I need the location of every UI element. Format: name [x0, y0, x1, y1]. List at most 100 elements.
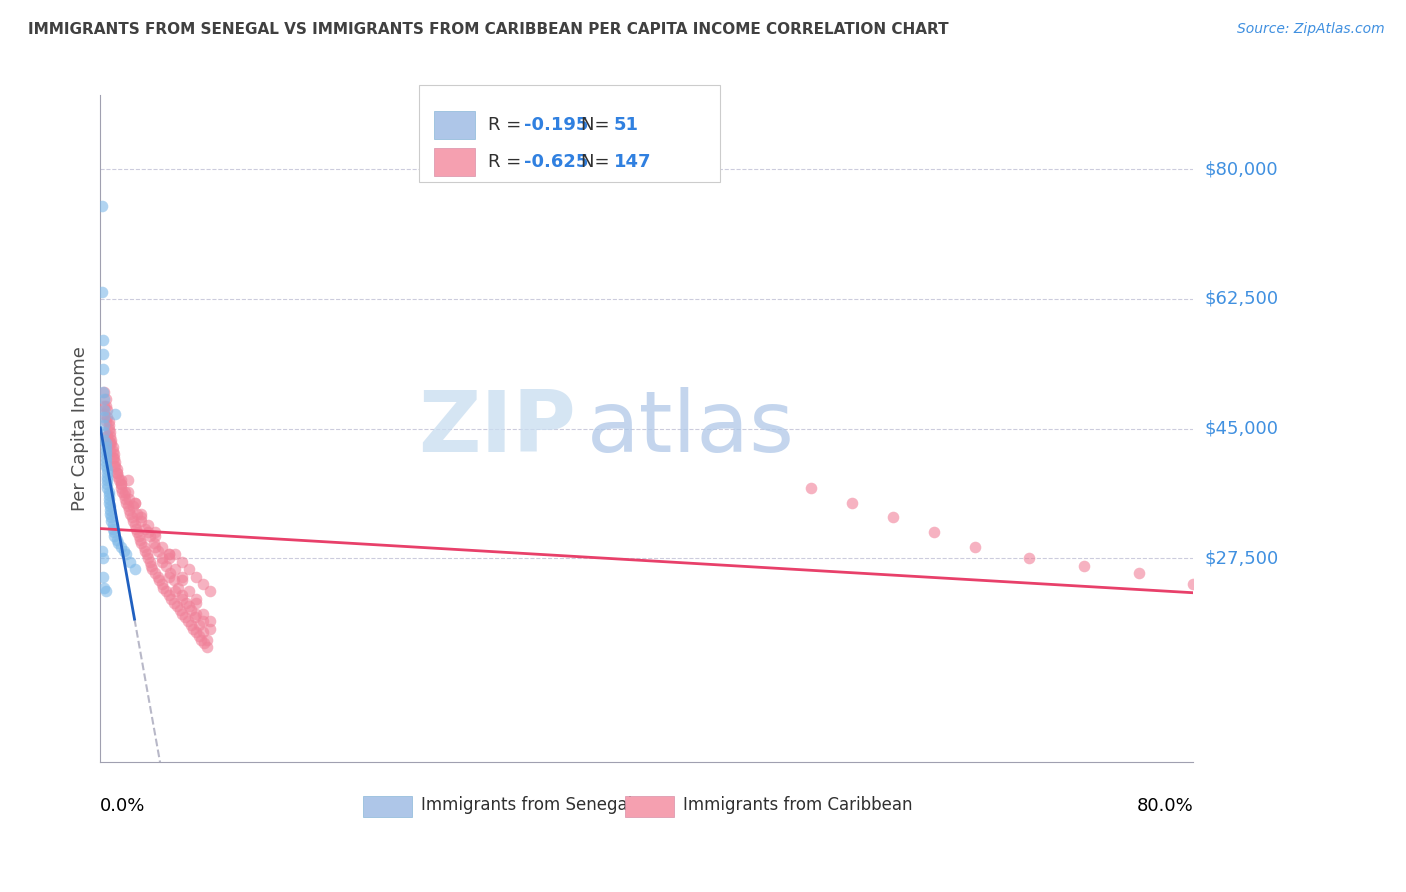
Point — [93, 407, 115, 421]
Point — [101, 522, 124, 536]
Point — [124, 517, 146, 532]
Point — [128, 529, 150, 543]
Text: 0.0%: 0.0% — [100, 797, 146, 814]
Text: ZIP: ZIP — [418, 387, 575, 470]
Point — [146, 543, 169, 558]
Point — [110, 540, 132, 554]
Point — [190, 632, 212, 647]
Point — [97, 488, 120, 502]
Point — [136, 525, 159, 540]
Point — [112, 488, 135, 502]
Point — [172, 574, 194, 588]
Point — [93, 417, 115, 432]
Point — [93, 581, 115, 595]
Point — [91, 570, 114, 584]
Point — [198, 614, 221, 628]
Point — [198, 622, 221, 636]
Point — [176, 596, 198, 610]
Point — [114, 484, 136, 499]
Point — [136, 517, 159, 532]
Point — [93, 384, 115, 399]
Point — [93, 392, 115, 406]
Point — [94, 455, 117, 469]
Point — [105, 462, 128, 476]
Point — [187, 617, 209, 632]
Text: $27,500: $27,500 — [1205, 549, 1278, 567]
Point — [90, 285, 112, 299]
Point — [122, 514, 145, 528]
Point — [172, 588, 194, 602]
Text: $80,000: $80,000 — [1205, 161, 1278, 178]
Point — [105, 533, 128, 547]
Point — [132, 540, 155, 554]
Point — [98, 429, 121, 443]
Point — [114, 491, 136, 506]
Point — [139, 558, 162, 573]
Point — [93, 410, 115, 425]
Point — [120, 507, 142, 521]
Point — [963, 540, 986, 554]
Point — [150, 555, 173, 569]
Point — [166, 599, 188, 614]
Point — [107, 469, 129, 483]
Point — [922, 525, 945, 540]
Point — [135, 548, 157, 562]
Point — [97, 491, 120, 506]
Point — [115, 548, 138, 562]
Point — [104, 407, 127, 421]
Point — [193, 636, 215, 650]
Point — [98, 425, 121, 440]
Point — [94, 392, 117, 406]
Point — [160, 591, 183, 606]
Point — [111, 484, 134, 499]
Point — [127, 525, 149, 540]
Point — [103, 458, 125, 473]
Point — [110, 477, 132, 491]
Point — [131, 536, 153, 550]
Point — [150, 577, 173, 591]
FancyBboxPatch shape — [433, 148, 475, 176]
Point — [103, 451, 125, 466]
Point — [104, 455, 127, 469]
Point — [191, 614, 214, 628]
Point — [124, 562, 146, 576]
Point — [91, 347, 114, 361]
Point — [91, 551, 114, 566]
Point — [141, 562, 163, 576]
Point — [94, 458, 117, 473]
Point — [124, 495, 146, 509]
Text: IMMIGRANTS FROM SENEGAL VS IMMIGRANTS FROM CARIBBEAN PER CAPITA INCOME CORRELATI: IMMIGRANTS FROM SENEGAL VS IMMIGRANTS FR… — [28, 22, 949, 37]
Text: $45,000: $45,000 — [1205, 419, 1278, 438]
Point — [107, 536, 129, 550]
Point — [105, 466, 128, 480]
Point — [101, 443, 124, 458]
Point — [103, 529, 125, 543]
Point — [134, 522, 156, 536]
Point — [143, 525, 166, 540]
Text: N=: N= — [581, 116, 616, 135]
Point — [121, 510, 143, 524]
Point — [131, 514, 153, 528]
Point — [117, 484, 139, 499]
Point — [103, 525, 125, 540]
Point — [131, 510, 153, 524]
Point — [172, 591, 194, 606]
Point — [148, 574, 170, 588]
Point — [127, 507, 149, 521]
Point — [91, 333, 114, 347]
Point — [96, 462, 118, 476]
Point — [195, 640, 218, 654]
Point — [198, 584, 221, 599]
FancyBboxPatch shape — [363, 796, 412, 817]
Text: 147: 147 — [614, 153, 651, 171]
Point — [100, 514, 122, 528]
Point — [142, 536, 165, 550]
Point — [98, 500, 121, 514]
Point — [155, 558, 177, 573]
FancyBboxPatch shape — [433, 112, 475, 139]
Point — [94, 448, 117, 462]
Point — [165, 562, 187, 576]
Point — [104, 458, 127, 473]
Point — [94, 451, 117, 466]
Point — [94, 436, 117, 450]
